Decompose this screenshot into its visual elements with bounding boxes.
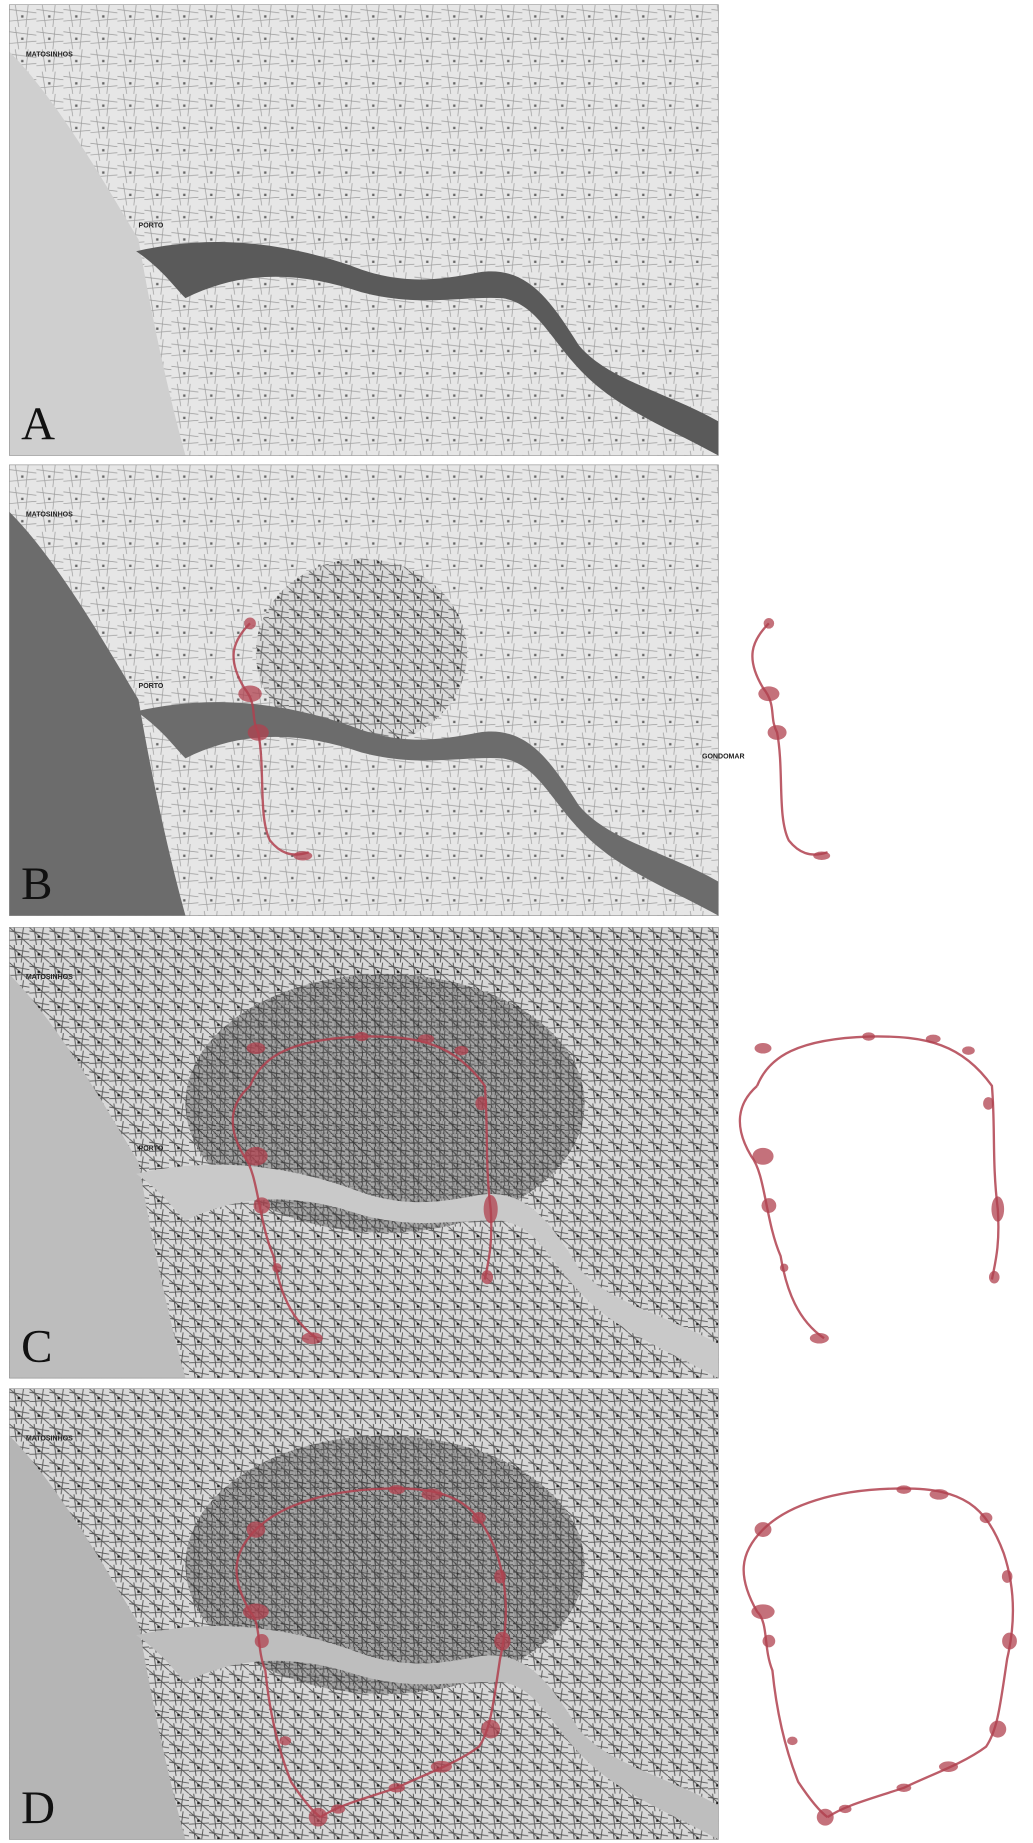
route-node xyxy=(962,1046,975,1055)
route-node xyxy=(421,1488,443,1501)
route-node xyxy=(979,1512,993,1524)
route-line xyxy=(742,1487,1015,1819)
panel-letter: B xyxy=(21,858,52,910)
river xyxy=(136,702,719,916)
panel-frame xyxy=(9,4,719,456)
route-node xyxy=(301,1332,323,1345)
urban-core xyxy=(185,974,585,1233)
route-node xyxy=(988,1270,1000,1284)
route-node xyxy=(896,1485,912,1494)
map-panel: MATOSINHOS PORTO A xyxy=(9,4,719,456)
route-line xyxy=(751,622,828,856)
route-extract xyxy=(742,1485,1017,1826)
route-node xyxy=(751,1604,775,1620)
place-name: MATOSINHOS xyxy=(26,974,73,981)
place-name: GONDOMAR xyxy=(702,753,745,760)
urban-core xyxy=(185,1435,585,1694)
route-node xyxy=(896,1783,912,1793)
map-panel: MATOSINHOS D xyxy=(9,1388,719,1840)
route-node xyxy=(754,1522,772,1537)
place-name: PORTO xyxy=(139,683,164,690)
route-node xyxy=(767,725,787,740)
map-panel: MATOSINHOS PORTO GONDOMAR B xyxy=(9,464,745,916)
route-node xyxy=(1002,1632,1017,1650)
route-node xyxy=(471,1511,486,1524)
route-node xyxy=(762,1634,776,1648)
route-node xyxy=(272,1263,282,1273)
route-node xyxy=(481,1719,501,1739)
route-node xyxy=(816,1808,834,1826)
route-node xyxy=(494,1569,506,1584)
route-node xyxy=(293,851,313,861)
panel-letter: C xyxy=(21,1321,52,1373)
panel-letter: A xyxy=(21,398,55,450)
route-node xyxy=(763,618,775,629)
river xyxy=(136,1164,719,1379)
route-node xyxy=(331,1804,346,1814)
map-panel: MATOSINHOS PORTO C xyxy=(9,927,719,1379)
place-name: MATOSINHOS xyxy=(26,512,73,519)
panel-frame xyxy=(9,464,719,916)
route-node xyxy=(417,1034,435,1044)
route-node xyxy=(388,1484,405,1495)
route-node xyxy=(758,686,780,702)
route-node xyxy=(279,1736,292,1746)
route-node xyxy=(238,685,262,702)
route-node xyxy=(813,851,831,860)
place-name: MATOSINHOS xyxy=(26,51,73,58)
route-extract xyxy=(738,1032,1005,1344)
route-node xyxy=(475,1096,488,1111)
route-node xyxy=(481,1270,494,1285)
route-node xyxy=(454,1045,469,1056)
place-name: MATOSINHOS xyxy=(26,1435,73,1442)
route-node xyxy=(430,1760,452,1773)
river xyxy=(136,1625,719,1840)
panel-frame xyxy=(9,1388,719,1840)
route-node xyxy=(925,1034,941,1044)
sea xyxy=(9,51,186,456)
route-node xyxy=(809,1332,829,1344)
route-node xyxy=(752,1147,774,1165)
sea xyxy=(9,974,186,1379)
panel-frame xyxy=(9,927,719,1379)
route-node xyxy=(1001,1570,1013,1583)
route-node xyxy=(754,1042,772,1054)
route-node xyxy=(761,1198,777,1213)
route-node xyxy=(483,1195,498,1224)
route-node xyxy=(254,1634,269,1649)
sea xyxy=(9,511,186,916)
route-node xyxy=(253,1197,270,1214)
route-node xyxy=(779,1263,789,1273)
route-node xyxy=(242,1603,269,1620)
route-node xyxy=(838,1804,852,1814)
route-node xyxy=(246,1521,266,1538)
route-node xyxy=(938,1761,958,1772)
route-node xyxy=(246,1042,266,1055)
panel-letter: D xyxy=(21,1782,55,1834)
route-line xyxy=(738,1035,1000,1340)
sea xyxy=(9,1435,186,1840)
urban-core xyxy=(255,558,468,747)
place-name: PORTO xyxy=(139,223,164,230)
route-node xyxy=(247,724,269,741)
route-node xyxy=(991,1196,1005,1222)
route-node xyxy=(244,617,256,630)
route-node xyxy=(989,1720,1007,1738)
route-node xyxy=(983,1097,994,1110)
route-extract xyxy=(751,618,831,860)
route-node xyxy=(308,1807,328,1827)
route-node xyxy=(494,1631,511,1651)
place-name: PORTO xyxy=(139,1145,164,1152)
river xyxy=(136,241,719,456)
route-node xyxy=(244,1146,268,1166)
route-node xyxy=(862,1032,875,1041)
route-node xyxy=(929,1489,949,1500)
route-node xyxy=(354,1031,369,1042)
route-node xyxy=(388,1783,405,1793)
route-node xyxy=(787,1736,798,1746)
